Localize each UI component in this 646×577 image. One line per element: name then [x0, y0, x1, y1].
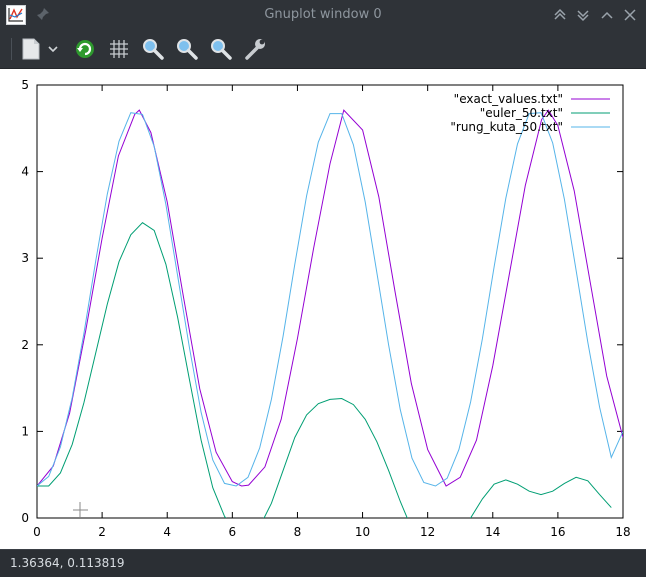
status-bar: 1.36364, 0.113819: [0, 549, 646, 577]
x-tick-label: 4: [163, 525, 171, 539]
y-tick-label: 3: [21, 251, 29, 265]
keep-above-icon[interactable]: [551, 6, 569, 24]
x-tick-label: 12: [420, 525, 435, 539]
mouse-coordinates: 1.36364, 0.113819: [10, 556, 125, 570]
replot-icon[interactable]: [72, 36, 98, 62]
y-tick-label: 5: [21, 78, 29, 92]
series-line-euler-50: [37, 222, 612, 518]
x-tick-label: 18: [615, 525, 630, 539]
series-line-exact-values: [37, 109, 623, 487]
settings-wrench-icon[interactable]: [242, 36, 268, 62]
grid-icon[interactable]: [106, 36, 132, 62]
window-title: Gnuplot window 0: [264, 7, 382, 22]
copy-export-icon[interactable]: [18, 36, 44, 62]
legend: "exact_values.txt""euler_50.txt""rung_ku…: [450, 92, 610, 134]
x-tick-label: 8: [294, 525, 302, 539]
toolbar: [0, 30, 646, 69]
zoom-icon[interactable]: [140, 36, 166, 62]
pin-icon[interactable]: [36, 7, 50, 21]
legend-entry-euler-50: "euler_50.txt": [480, 106, 563, 120]
dropdown-arrow-icon[interactable]: [46, 36, 60, 62]
zoom-next-icon[interactable]: [208, 36, 234, 62]
series-line-runge-kutta-50: [37, 112, 623, 487]
x-tick-label: 2: [98, 525, 106, 539]
y-tick-label: 0: [21, 511, 29, 525]
legend-entry-runge-kutta-50: "rung_kuta_50.txt": [450, 120, 563, 134]
x-tick-label: 0: [33, 525, 41, 539]
title-bar: Gnuplot window 0: [0, 0, 646, 30]
x-tick-label: 14: [485, 525, 500, 539]
y-tick-label: 2: [21, 338, 29, 352]
x-tick-label: 10: [355, 525, 370, 539]
maximize-icon[interactable]: [598, 6, 616, 24]
close-icon[interactable]: [621, 6, 639, 24]
toolbar-grip: [11, 38, 12, 60]
x-tick-label: 6: [229, 525, 237, 539]
y-tick-label: 1: [21, 424, 29, 438]
x-tick-label: 16: [550, 525, 565, 539]
legend-entry-exact-values: "exact_values.txt": [454, 92, 563, 106]
y-tick-label: 4: [21, 165, 29, 179]
mouse-crosshair: [73, 502, 88, 517]
plot-lines: [37, 109, 623, 518]
gnuplot-icon[interactable]: [6, 5, 26, 25]
y-axis: 0 1 2 3 4 5: [21, 78, 623, 525]
zoom-previous-icon[interactable]: [174, 36, 200, 62]
plot-frame: [36, 84, 624, 519]
keep-below-icon[interactable]: [574, 6, 592, 24]
x-axis: 0 2 4 6 8 10 12 14 16 18: [33, 85, 631, 539]
